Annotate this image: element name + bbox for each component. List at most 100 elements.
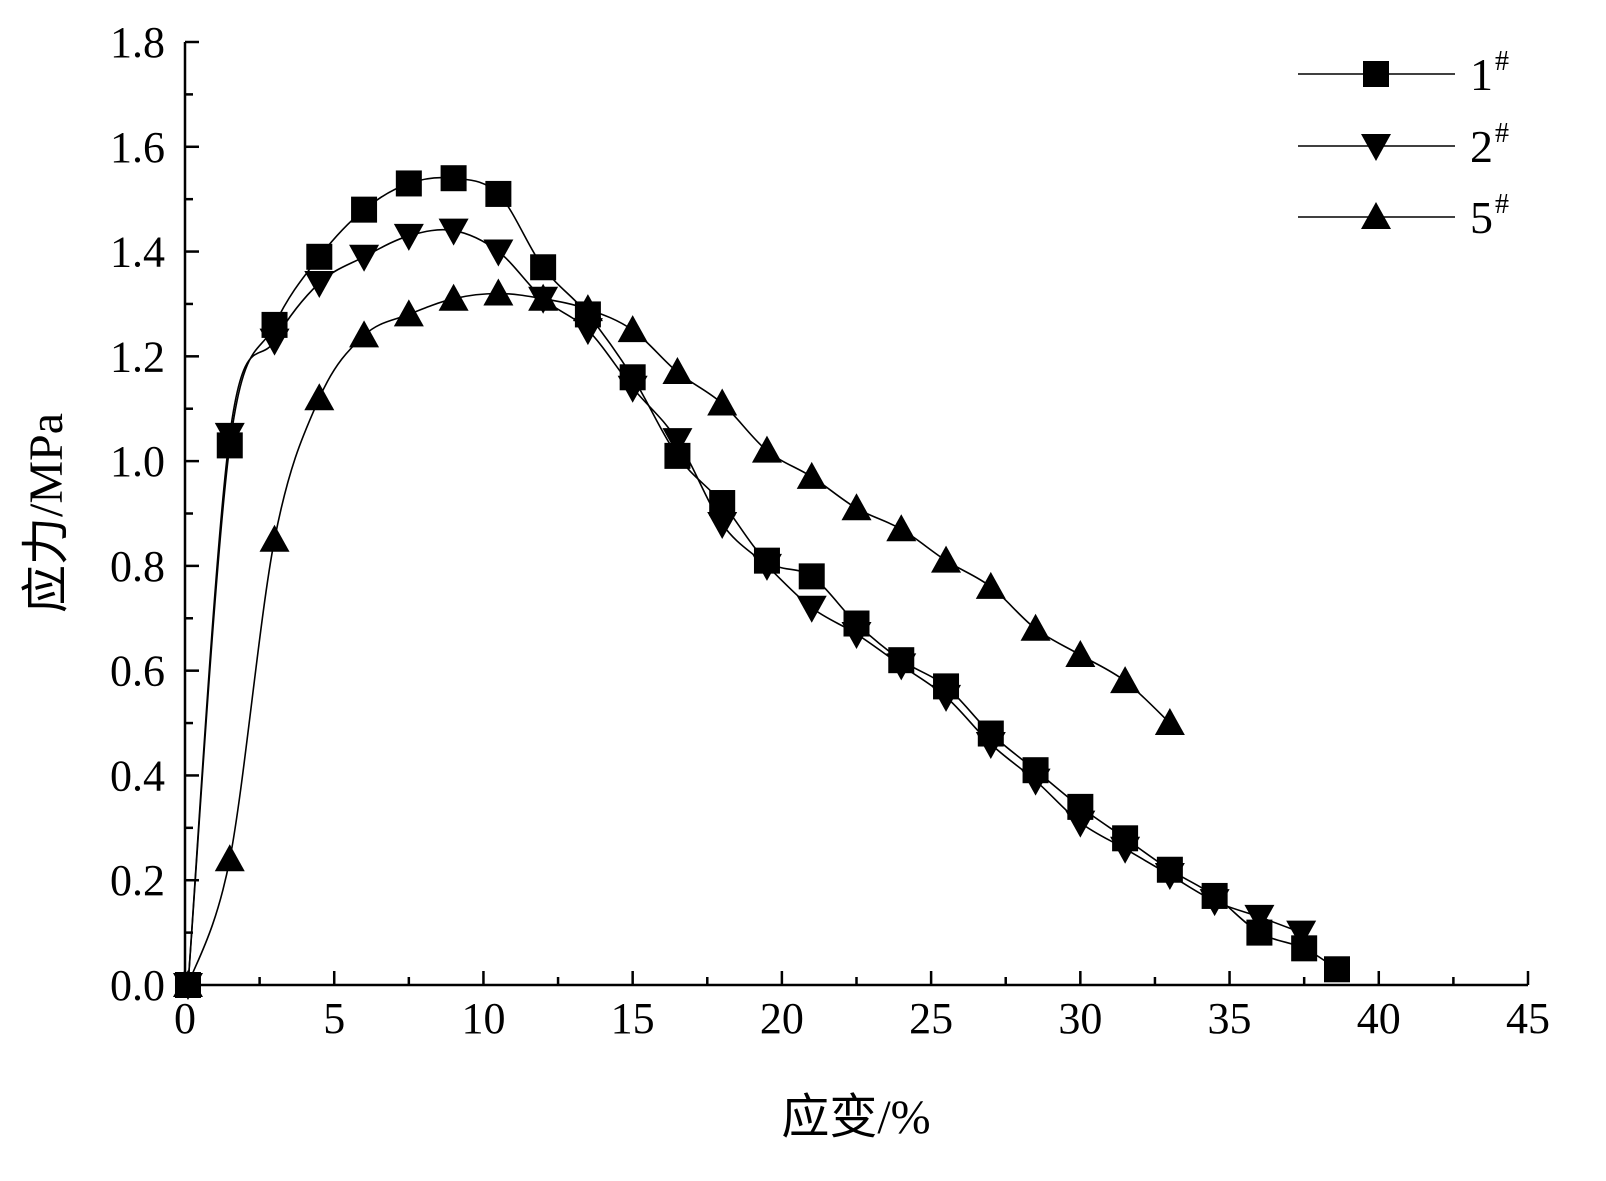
data-point-5 (572, 294, 603, 322)
data-point-5 (172, 970, 203, 997)
x-tick-label: 45 (1506, 994, 1550, 1043)
data-point-2 (707, 511, 738, 539)
data-point-5 (259, 524, 290, 552)
legend-marker-2 (1361, 134, 1391, 161)
data-point-2 (886, 653, 917, 681)
legend: 1#2#5# (1298, 46, 1509, 243)
y-tick-label: 1.4 (110, 228, 165, 277)
data-point-1 (530, 254, 557, 281)
x-tick-label: 40 (1357, 994, 1401, 1043)
data-point-5 (886, 514, 917, 542)
legend-item-2: 2# (1298, 118, 1509, 172)
y-tick-label: 0.4 (110, 751, 165, 800)
data-point-2 (259, 328, 290, 356)
x-tick-label: 15 (611, 994, 655, 1043)
legend-marker-5 (1361, 202, 1391, 229)
y-tick-label: 1.8 (110, 18, 165, 67)
y-tick-label: 0.0 (110, 961, 165, 1010)
data-point-5 (707, 388, 738, 416)
data-point-5 (1110, 666, 1141, 694)
data-point-1 (306, 243, 333, 270)
legend-label-sup: # (1495, 46, 1509, 77)
x-tick-label: 10 (461, 994, 505, 1043)
data-point-2 (1199, 889, 1230, 917)
data-point-5 (1065, 639, 1096, 667)
legend-item-5: 5# (1298, 189, 1509, 243)
data-point-2 (1154, 862, 1185, 890)
data-point-2 (349, 244, 380, 272)
legend-label-name: 2 (1470, 121, 1493, 172)
legend-label-name: 5 (1470, 192, 1493, 243)
data-point-2 (438, 218, 469, 246)
y-tick-label: 1.2 (110, 332, 165, 381)
data-point-5 (751, 435, 782, 463)
data-point-1 (395, 170, 422, 197)
data-point-2 (214, 422, 245, 450)
data-point-2 (483, 239, 514, 267)
y-axis-ticks: 0.0 0.2 0.4 0.6 0.8 1.0 1.2 1.4 1.6 1.8 (110, 18, 199, 1010)
data-point-5 (528, 283, 559, 311)
data-point-2 (1286, 920, 1317, 948)
legend-label-name: 1 (1470, 49, 1493, 100)
data-point-5 (617, 315, 648, 343)
data-point-2 (1244, 904, 1275, 932)
data-point-5 (931, 545, 962, 573)
data-point-5 (1154, 708, 1185, 736)
y-tick-label: 0.8 (110, 542, 165, 591)
legend-label: 2# (1470, 118, 1509, 172)
data-point-5 (214, 844, 245, 872)
data-point-5 (796, 461, 827, 489)
y-tick-label: 1.6 (110, 123, 165, 172)
y-axis-title: 应力/MPa (20, 413, 73, 613)
series-5 (172, 278, 1185, 997)
data-point-2 (572, 318, 603, 346)
legend-marker-1 (1363, 61, 1389, 87)
data-point-2 (662, 428, 693, 456)
data-point-5 (1020, 613, 1051, 641)
series-line-2 (187, 228, 1302, 986)
data-point-1 (1323, 956, 1350, 983)
data-point-2 (751, 553, 782, 581)
legend-label-sup: # (1495, 189, 1509, 220)
data-point-2 (1020, 768, 1051, 796)
data-point-2 (1065, 810, 1096, 838)
data-point-2 (617, 375, 648, 403)
x-axis-ticks: 0 5 10 15 20 25 30 35 40 45 (174, 971, 1550, 1043)
series-layer (172, 165, 1350, 1000)
y-tick-label: 1.0 (110, 437, 165, 486)
data-point-5 (841, 493, 872, 521)
x-axis-title: 应变/% (781, 1091, 930, 1144)
data-point-1 (485, 180, 512, 207)
data-point-2 (796, 595, 827, 623)
legend-label: 1# (1470, 46, 1509, 100)
data-point-1 (798, 563, 825, 590)
data-point-1 (440, 165, 467, 192)
data-point-5 (349, 320, 380, 348)
series-2 (172, 218, 1317, 1000)
data-point-2 (975, 732, 1006, 760)
data-point-5 (483, 278, 514, 306)
data-point-5 (304, 383, 335, 411)
data-point-5 (438, 283, 469, 311)
x-tick-label: 20 (760, 994, 804, 1043)
legend-label: 5# (1470, 189, 1509, 243)
data-point-2 (393, 223, 424, 251)
data-point-2 (931, 684, 962, 712)
x-tick-label: 35 (1208, 994, 1252, 1043)
x-tick-label: 0 (174, 994, 196, 1043)
x-tick-label: 25 (909, 994, 953, 1043)
legend-label-sup: # (1495, 118, 1509, 149)
data-point-5 (975, 571, 1006, 599)
x-tick-label: 30 (1058, 994, 1102, 1043)
data-point-2 (1110, 836, 1141, 864)
data-point-1 (709, 490, 736, 517)
x-tick-label: 5 (323, 994, 345, 1043)
data-point-2 (841, 621, 872, 649)
data-point-5 (393, 299, 424, 327)
y-tick-label: 0.2 (110, 856, 165, 905)
data-point-1 (351, 196, 378, 223)
legend-item-1: 1# (1298, 46, 1509, 100)
data-point-2 (304, 270, 335, 298)
data-point-5 (662, 357, 693, 385)
